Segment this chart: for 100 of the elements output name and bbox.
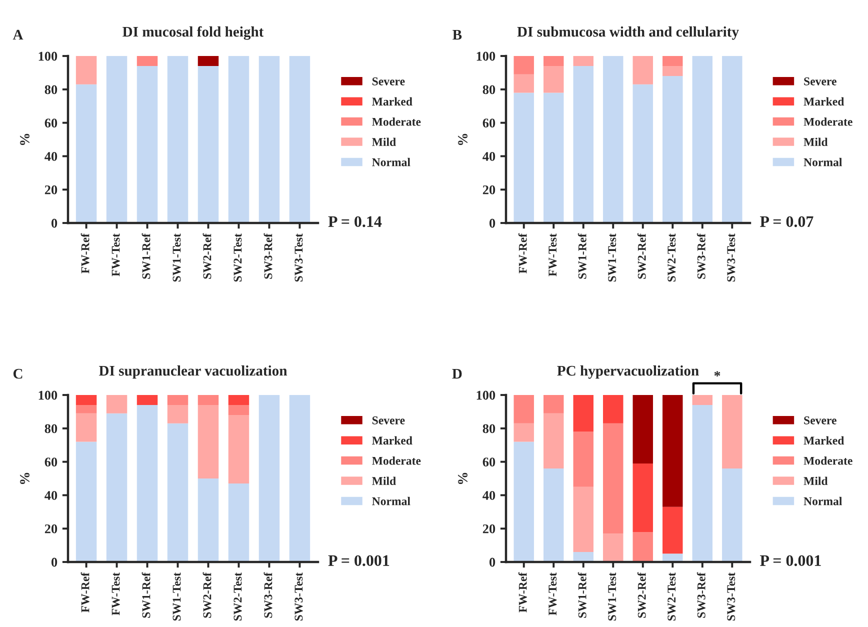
legend-label: Mild: [372, 138, 396, 146]
legend-label: Normal: [804, 158, 842, 166]
text: P = 0.07: [760, 216, 814, 228]
x-tick-label: SW3-Test: [727, 572, 736, 621]
bar: [136, 395, 158, 406]
bar: [76, 405, 97, 414]
bar: [543, 92, 564, 223]
y-tick-label: 40: [482, 491, 496, 500]
bar: [573, 552, 594, 562]
x-tick-label: SW1-Ref: [142, 233, 150, 279]
text: B: [452, 30, 462, 40]
legend-label: Marked: [804, 97, 844, 106]
bar: [632, 84, 653, 223]
y-tick-label: 40: [44, 152, 58, 161]
y-axis-title: %: [20, 134, 30, 146]
y-tick-label: 100: [476, 390, 496, 400]
bar: [106, 56, 128, 223]
y-tick-label: 20: [44, 185, 58, 194]
bar: [573, 432, 594, 487]
y-tick-label: 80: [482, 85, 496, 94]
bar: [289, 56, 310, 223]
bar: [543, 395, 564, 414]
bar: [543, 468, 564, 562]
y-tick-label: 60: [482, 118, 496, 128]
legend-label: Moderate: [372, 117, 421, 126]
bar: [573, 395, 594, 432]
x-tick-label: SW2-Test: [668, 233, 676, 282]
legend-label: Severe: [372, 77, 405, 86]
x-tick-label: FW-Test: [548, 572, 557, 616]
x-tick-label: FW-Test: [112, 233, 120, 276]
x-tick-label: SW2-Ref: [202, 572, 212, 618]
legend-label: Normal: [804, 496, 842, 506]
x-tick-label: SW1-Ref: [578, 233, 586, 279]
y-tick-label: 0: [489, 218, 496, 228]
x-tick-label: SW2-Ref: [637, 572, 646, 618]
y-tick-label: 20: [482, 524, 496, 534]
legend-label: Severe: [804, 416, 836, 424]
legend-label: Moderate: [804, 117, 852, 126]
bar: [632, 532, 653, 562]
bar: [136, 56, 158, 66]
y-tick-label: 80: [44, 424, 58, 434]
bar: [573, 56, 594, 66]
bar: [258, 395, 280, 562]
legend-label: Marked: [804, 436, 844, 445]
bar: [198, 405, 219, 478]
x-tick-label: SW3-Test: [727, 233, 736, 282]
y-tick-label: 100: [476, 52, 496, 61]
legend-label: Mild: [372, 476, 396, 486]
y-tick-label: 100: [38, 52, 58, 61]
legend-label: Severe: [372, 416, 405, 424]
chart-title: DI mucosal fold height: [122, 26, 264, 40]
bar: [136, 66, 158, 223]
bar: [662, 76, 683, 223]
bar: [136, 405, 158, 562]
y-axis-title: %: [458, 472, 468, 484]
bar: [514, 74, 534, 93]
bar: [722, 56, 742, 223]
x-tick-label: SW1-Test: [172, 572, 181, 621]
bar: [76, 56, 97, 84]
bar: [258, 56, 280, 223]
legend-label: Mild: [804, 476, 828, 486]
x-tick-label: SW1-Test: [608, 572, 616, 621]
bar: [543, 56, 564, 66]
bar: [632, 56, 653, 84]
bar: [692, 56, 713, 223]
bar: [228, 405, 250, 416]
y-tick-label: 100: [38, 390, 58, 400]
bar: [228, 415, 250, 484]
x-tick-label: SW3-Ref: [696, 233, 706, 279]
bar: [662, 66, 683, 76]
bar: [662, 56, 683, 66]
bar: [514, 92, 534, 223]
bar: [722, 468, 742, 562]
y-tick-label: 40: [44, 491, 58, 500]
x-tick-label: SW3-Ref: [264, 572, 272, 618]
bar: [632, 395, 653, 464]
x-tick-label: SW1-Ref: [142, 572, 150, 618]
x-tick-label: SW2-Ref: [637, 233, 646, 279]
bar: [603, 423, 624, 534]
x-tick-label: SW1-Test: [608, 233, 616, 282]
text: C: [13, 368, 22, 379]
bar: [573, 486, 594, 552]
bar: [514, 56, 534, 74]
x-tick-label: FW-Test: [112, 572, 120, 616]
bar: [662, 395, 683, 507]
chart-title: DI submucosa width and cellularity: [517, 26, 739, 40]
bar: [543, 413, 564, 468]
y-tick-label: 80: [44, 85, 58, 94]
bar: [198, 395, 219, 406]
x-tick-label: SW3-Ref: [696, 572, 706, 618]
y-tick-label: 0: [51, 558, 58, 567]
bar: [167, 56, 188, 223]
x-tick-label: SW2-Test: [234, 572, 242, 621]
bar: [167, 395, 188, 406]
x-tick-label: FW-Ref: [518, 233, 527, 274]
y-tick-label: 40: [482, 152, 496, 161]
bar: [198, 66, 219, 223]
text: P = 0.001: [760, 555, 821, 566]
bar: [76, 442, 97, 562]
x-tick-label: FW-Ref: [80, 233, 90, 274]
